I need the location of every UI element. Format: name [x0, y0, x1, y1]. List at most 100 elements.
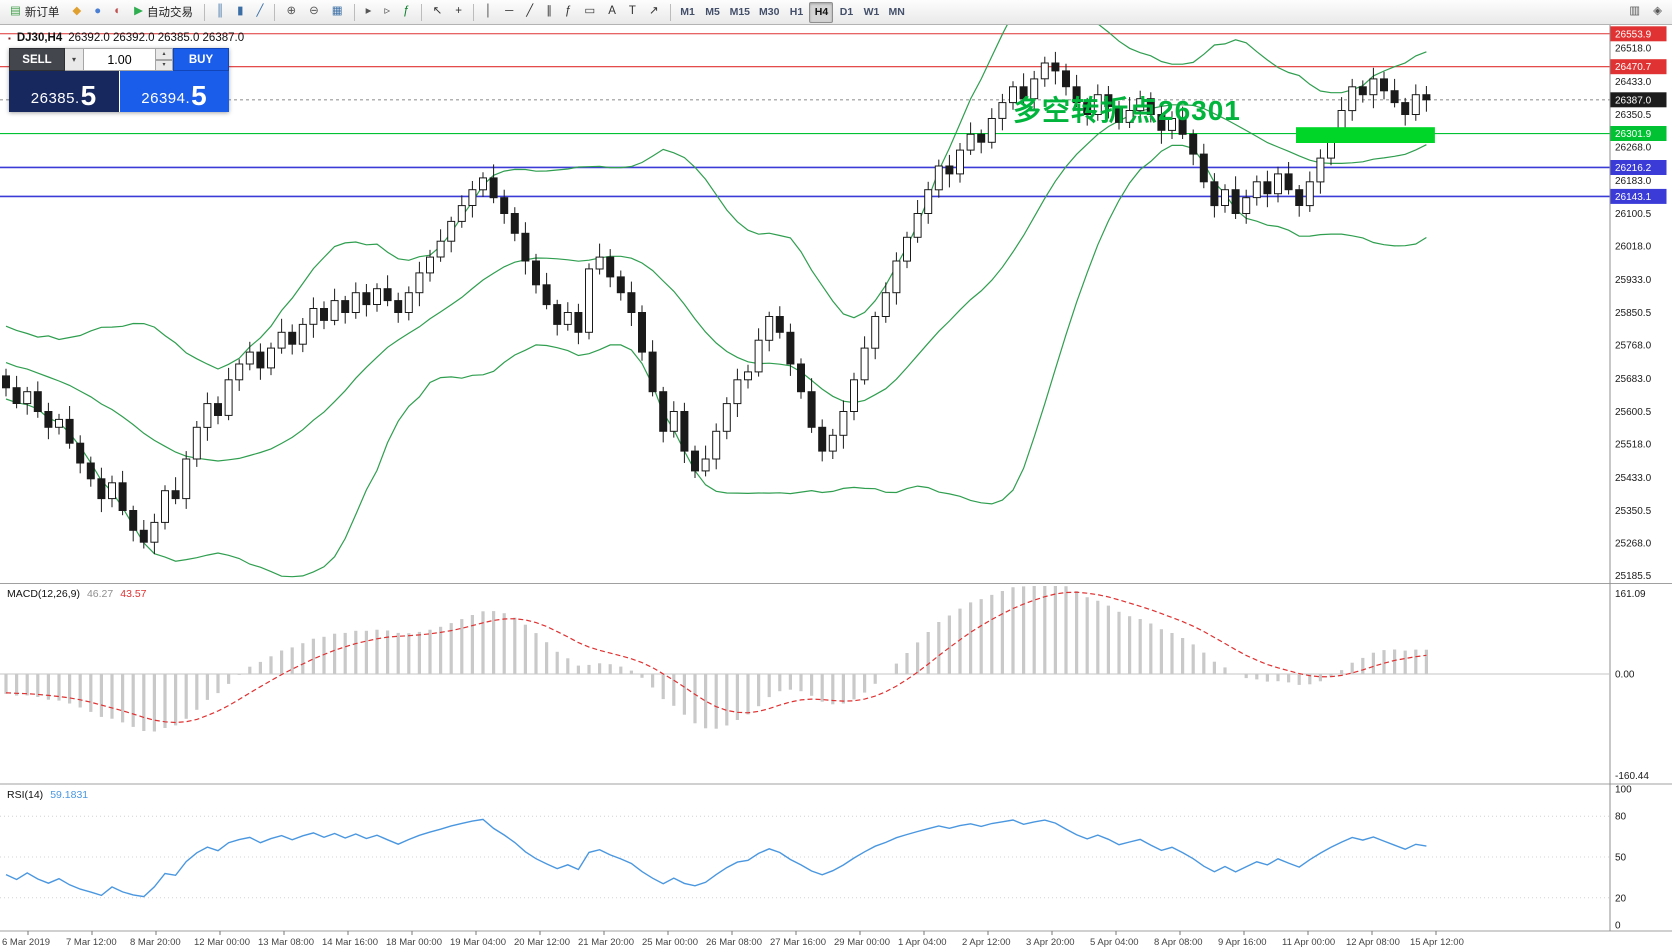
shapes-button[interactable]: ▭: [578, 2, 601, 23]
price-badge-red: [1610, 26, 1667, 42]
autotrading-button[interactable]: ▶ 自动交易: [128, 2, 199, 23]
candle-body: [118, 482, 127, 511]
price-badge-red: [1610, 59, 1667, 75]
sell-price-main: 26385.: [30, 90, 80, 107]
macd-axis-label: 161.09: [1615, 589, 1646, 600]
window-list-button[interactable]: ▥: [1623, 2, 1646, 23]
timeframe-d1-button[interactable]: D1: [834, 2, 858, 23]
candle-body: [129, 510, 138, 531]
sell-price-big-digit: 5: [80, 80, 97, 111]
sell-price-button[interactable]: 26385. 5: [9, 71, 119, 112]
turning-point-annotation[interactable]: 多空转折点26301: [1013, 95, 1241, 126]
navigator-icon-icon: ◆: [72, 5, 82, 18]
candle-body: [1030, 78, 1039, 100]
timeframe-h1-button[interactable]: H1: [784, 2, 808, 23]
candle-body: [585, 268, 593, 333]
price-tick-label: 25433.0: [1615, 473, 1652, 484]
candle-body: [394, 300, 403, 314]
candle-body: [489, 177, 498, 199]
candle-body: [1380, 78, 1388, 92]
timeframe-h4-button-label: H4: [814, 6, 829, 18]
timeframe-w1-button[interactable]: W1: [859, 2, 883, 23]
arrows-button[interactable]: ↗: [643, 2, 665, 23]
line-chart-button[interactable]: ╱: [251, 2, 270, 23]
sell-button[interactable]: SELL: [9, 48, 65, 71]
cursor-button[interactable]: ↖: [427, 2, 449, 23]
price-badge-label: 26143.1: [1615, 192, 1652, 203]
chart-title: ▪ DJ30,H4 26392.0 26392.0 26385.0 26387.…: [8, 32, 244, 44]
tile-windows-button[interactable]: ▦: [326, 2, 349, 23]
buy-button[interactable]: BUY: [173, 48, 229, 71]
text-button[interactable]: A: [602, 2, 622, 23]
macd-main-value: 46.27: [86, 588, 114, 600]
chart-window: 26553.9 26518.0 26470.7 26433.0 26387.0 26350…: [0, 25, 1672, 951]
candle-body: [309, 308, 318, 325]
candle-body: [616, 276, 625, 294]
rsi-axis-label: 20: [1615, 893, 1627, 904]
macd-signal-value: 43.57: [120, 588, 147, 600]
candle-body: [192, 426, 201, 460]
candle-body: [945, 165, 954, 175]
price-tick-label: 25933.0: [1615, 275, 1652, 286]
time-axis-label: 21 Mar 20:00: [578, 937, 634, 948]
candle-body: [373, 288, 381, 306]
timeframe-m5-button[interactable]: M5: [701, 2, 725, 23]
zoom-out-button[interactable]: ⊖: [303, 2, 325, 23]
rsi-axis-label: 0: [1615, 921, 1621, 932]
fibonacci-button[interactable]: ƒ: [559, 2, 577, 23]
auto-scroll-button[interactable]: ▸: [360, 2, 378, 23]
volume-dropdown-button[interactable]: ▾: [65, 48, 84, 71]
candle-body: [1274, 173, 1282, 195]
horizontal-line-button[interactable]: ─: [499, 2, 519, 23]
volume-input[interactable]: [84, 48, 156, 71]
main-plot: [2, 25, 1435, 578]
chart-shift-button[interactable]: ▹: [378, 2, 396, 23]
bar-chart-button[interactable]: ║: [210, 2, 230, 23]
trendline-icon: ╱: [526, 5, 534, 18]
candle-body: [1401, 102, 1410, 115]
new-order-button[interactable]: ▤ 新订单: [4, 2, 65, 23]
shapes-icon: ▭: [584, 5, 596, 18]
turning-point-highlight-box[interactable]: [1296, 127, 1435, 143]
timeframe-m15-button[interactable]: M15: [726, 2, 754, 23]
mql-community-icon-button[interactable]: ◐: [108, 2, 127, 23]
vertical-line-icon: │: [484, 5, 493, 18]
zoom-in-button[interactable]: ⊕: [280, 2, 302, 23]
price-badge-label: 26553.9: [1615, 29, 1652, 40]
chart-canvas[interactable]: 26553.9 26518.0 26470.7 26433.0 26387.0 26350…: [0, 25, 1672, 951]
volume-increase-button[interactable]: ▴: [156, 48, 173, 60]
timeframe-h4-button[interactable]: H4: [809, 1, 834, 23]
price-tick-label: 25600.5: [1615, 407, 1652, 418]
new-order-button-label: 新订单: [24, 7, 60, 19]
line-chart-icon: ╱: [256, 5, 264, 18]
buy-price-button[interactable]: 26394. 5: [118, 71, 229, 112]
channel-button[interactable]: ∥: [540, 2, 558, 23]
market-watch-icon-button[interactable]: ●: [88, 2, 107, 23]
navigator-icon-button[interactable]: ◆: [66, 2, 87, 23]
candle-body: [383, 288, 392, 302]
label-button[interactable]: T: [623, 2, 642, 23]
candle-body: [998, 102, 1007, 119]
timeframe-mn-button[interactable]: MN: [884, 2, 908, 23]
candle-body: [1221, 189, 1229, 206]
price-tick-label: 26018.0: [1615, 242, 1652, 253]
trendline-button[interactable]: ╱: [520, 2, 539, 23]
volume-decrease-button[interactable]: ▾: [156, 59, 173, 71]
timeframe-m1-button[interactable]: M1: [676, 2, 700, 23]
arrows-icon: ↗: [648, 5, 659, 18]
indicators-button[interactable]: ƒ: [397, 2, 415, 23]
candle-body: [1189, 133, 1198, 155]
candle-body: [638, 312, 646, 353]
candle-body: [733, 379, 742, 405]
candle-body: [659, 391, 668, 432]
candlestick-chart-button[interactable]: ▮: [231, 2, 249, 23]
panel-toggle-button[interactable]: ◈: [1647, 2, 1668, 23]
crosshair-button[interactable]: +: [449, 2, 468, 23]
timeframe-m30-button[interactable]: M30: [755, 2, 783, 23]
candle-body: [1009, 86, 1017, 104]
price-tick-label: 26183.0: [1615, 176, 1652, 187]
time-axis-label: 8 Apr 08:00: [1154, 937, 1203, 948]
macd-name: MACD(12,26,9): [7, 588, 80, 600]
candlestick-chart-icon: ▮: [237, 5, 244, 18]
vertical-line-button[interactable]: │: [479, 2, 498, 23]
